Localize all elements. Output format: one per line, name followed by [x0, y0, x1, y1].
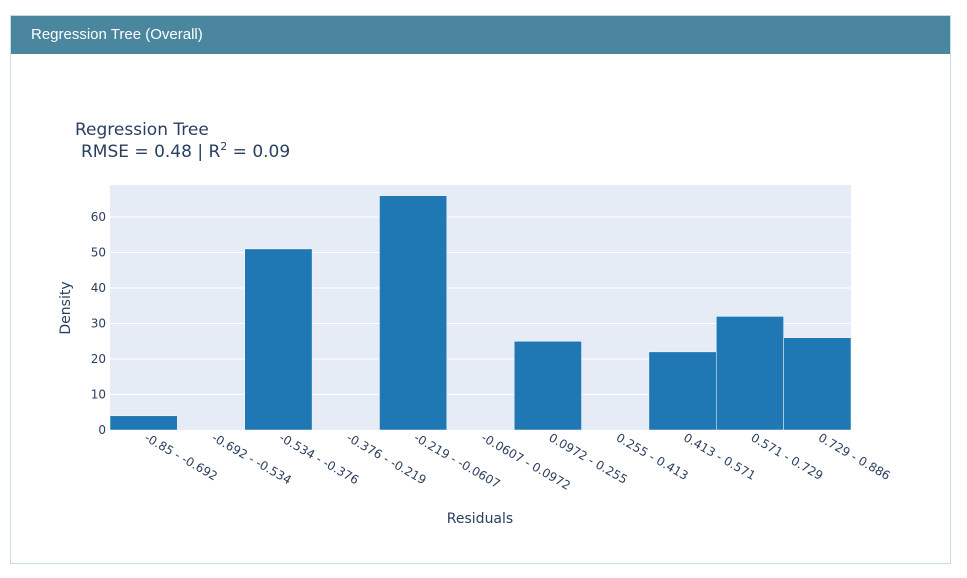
x-tick-labels: -0.85 - -0.692-0.692 - -0.534-0.534 - -0…	[142, 430, 893, 492]
y-tick-label: 40	[91, 281, 106, 295]
chart-subtitle: RMSE = 0.48 | R2 = 0.09	[81, 140, 290, 162]
histogram-bar	[716, 316, 784, 431]
y-tick-label: 0	[98, 423, 106, 437]
y-tick-label: 60	[91, 210, 106, 224]
chart-title: Regression Tree	[75, 120, 209, 140]
x-tick-label: -0.85 - -0.692	[142, 430, 220, 483]
y-tick-labels: 0 10 20 30 40 50 60	[91, 210, 106, 437]
y-tick-label: 50	[91, 245, 106, 259]
subtitle-superscript: 2	[220, 140, 227, 153]
x-tick-label: 0.729 - 0.886	[816, 430, 893, 482]
y-axis-title: Density	[58, 281, 74, 334]
histogram-bar	[109, 415, 178, 431]
histogram-bar	[648, 351, 717, 431]
y-tick-label: 30	[91, 316, 106, 330]
bars-group	[109, 195, 852, 431]
subtitle-prefix: RMSE = 0.48 | R	[81, 142, 220, 162]
histogram-bar	[244, 248, 313, 431]
panel-header: Regression Tree (Overall)	[11, 16, 950, 54]
y-tick-label: 10	[91, 387, 106, 401]
histogram-bar	[513, 340, 582, 431]
histogram-bar	[783, 337, 852, 431]
x-tick-label: 0.571 - 0.729	[748, 430, 825, 482]
histogram-bar	[379, 195, 448, 431]
x-tick-label: 0.413 - 0.571	[681, 430, 758, 482]
y-tick-label: 20	[91, 352, 106, 366]
x-axis-title: Residuals	[447, 511, 513, 527]
subtitle-suffix: = 0.09	[227, 142, 290, 162]
